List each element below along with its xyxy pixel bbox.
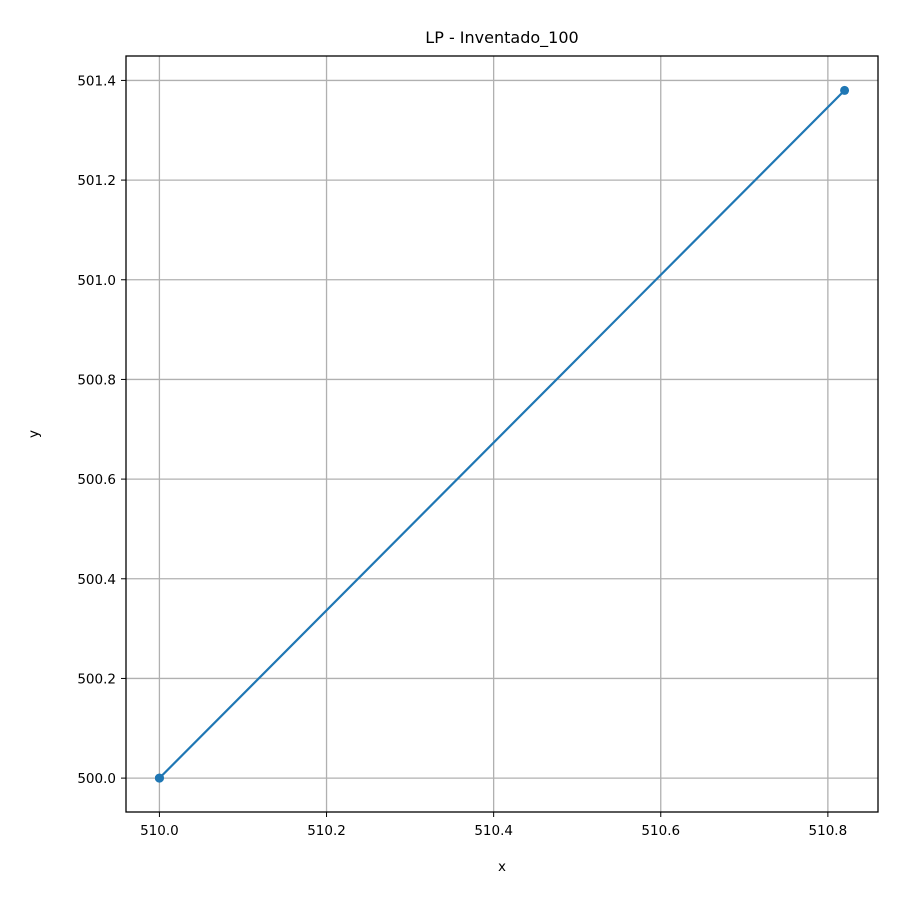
- y-tick-label: 500.6: [77, 472, 116, 488]
- series-line: [158, 89, 846, 780]
- x-axis-label: x: [498, 859, 506, 875]
- data-point: [154, 773, 164, 783]
- y-tick-label: 500.8: [77, 372, 116, 388]
- x-tick-label: 510.0: [140, 823, 179, 839]
- y-tick-label: 500.4: [77, 572, 116, 588]
- plot-area-frame: [125, 55, 879, 813]
- chart-title: LP - Inventado_100: [425, 28, 578, 48]
- x-tick-label: 510.6: [641, 823, 680, 839]
- x-tick-label: 510.2: [307, 823, 346, 839]
- y-tick-label: 500.2: [77, 671, 116, 687]
- data-point: [840, 85, 850, 95]
- plot-series: [154, 85, 850, 783]
- y-tick-label: 501.4: [77, 73, 116, 89]
- y-axis-label: y: [26, 430, 42, 438]
- y-tick-label: 501.0: [77, 273, 116, 289]
- x-axis-ticks: 510.0 510.2 510.4 510.6 510.8: [140, 812, 847, 839]
- y-tick-label: 501.2: [77, 173, 116, 189]
- x-tick-label: 510.8: [809, 823, 848, 839]
- x-tick-label: 510.4: [474, 823, 513, 839]
- y-tick-label: 500.0: [77, 771, 116, 787]
- grid: [126, 56, 878, 812]
- y-axis-ticks: 500.0 500.2 500.4 500.6 500.8 501.0 501.2 501.4: [77, 73, 126, 787]
